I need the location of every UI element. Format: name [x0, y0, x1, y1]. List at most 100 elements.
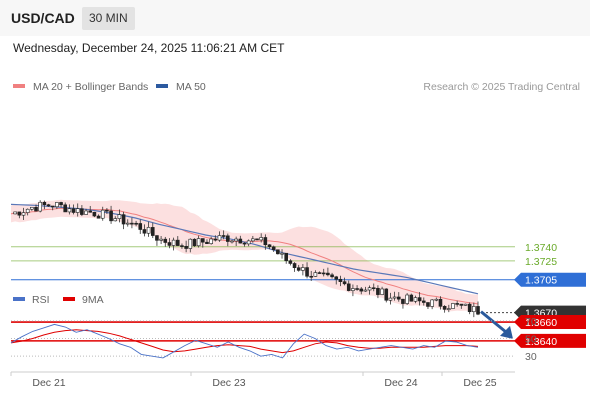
candle-body [121, 214, 126, 225]
candle-27 [121, 211, 126, 230]
candle-81 [346, 280, 351, 292]
candle-body [434, 298, 439, 301]
candle-30 [134, 220, 138, 227]
candle-body [238, 238, 243, 244]
candle-73 [313, 270, 318, 277]
candle-99 [421, 297, 426, 306]
candle-body [246, 240, 251, 245]
candle-body [346, 283, 351, 291]
candle-76 [326, 267, 330, 277]
candle-104 [442, 305, 447, 313]
candle-49 [213, 235, 218, 242]
candle-42 [184, 240, 188, 253]
candle-56 [242, 242, 247, 247]
candle-66 [284, 252, 288, 264]
candle-62 [267, 244, 272, 250]
rsi-legend-label-0: RSI [32, 294, 50, 306]
candle-body [221, 235, 226, 237]
candle-body [472, 306, 476, 313]
candle-body [209, 238, 213, 244]
candle-68 [292, 262, 297, 272]
candle-body [292, 263, 297, 268]
forecast-arrow-shaft [480, 310, 508, 335]
candle-84 [359, 287, 364, 295]
bollinger-band-area [11, 199, 478, 314]
candle-body [113, 218, 118, 222]
candle-77 [330, 272, 334, 279]
candle-108 [459, 303, 464, 309]
candle-63 [271, 245, 276, 252]
price-levels [11, 246, 515, 342]
rsi-legend-swatch-0 [13, 297, 25, 301]
candle-body [396, 296, 401, 300]
candle-body [84, 210, 88, 215]
candle-16 [75, 203, 80, 217]
candle-body [334, 276, 339, 280]
candle-body [363, 289, 368, 292]
candle-body [63, 204, 68, 213]
candle-86 [367, 285, 372, 295]
candle-body [276, 249, 280, 255]
candle-7 [38, 200, 42, 213]
candle-body [117, 214, 122, 219]
candle-body [55, 202, 59, 208]
candle-body [80, 208, 84, 215]
x-tick-label-0: Dec 21 [32, 377, 65, 389]
rsi-panel: 70 50 30 [10, 316, 537, 363]
candle-112 [476, 301, 480, 316]
candle-83 [355, 285, 359, 291]
candle-1 [13, 211, 17, 215]
forecast-arrow [480, 310, 513, 339]
candle-4 [25, 208, 30, 216]
candle-43 [188, 238, 193, 253]
candle-body [330, 274, 334, 278]
candle-82 [351, 284, 355, 297]
candle-57 [246, 239, 251, 247]
candle-body [255, 238, 259, 241]
candle-2 [17, 211, 22, 219]
candle-body [305, 267, 309, 277]
candle-body [13, 211, 17, 215]
x-tick-label-1: Dec 23 [212, 377, 245, 389]
candle-body [451, 303, 455, 309]
level-label-2: 1.3705 [525, 275, 557, 287]
candle-body [359, 288, 364, 292]
rsi-line [10, 323, 479, 359]
candle-47 [205, 239, 209, 244]
candle-70 [301, 263, 305, 276]
candle-body [280, 252, 284, 255]
candle-53 [230, 239, 234, 244]
candle-21 [96, 214, 101, 219]
candle-body [438, 298, 443, 307]
candle-body [367, 287, 372, 291]
candle-body [284, 252, 288, 262]
forecast-arrow-head [500, 325, 513, 339]
candle-23 [105, 208, 109, 214]
candle-91 [388, 292, 393, 305]
candle-103 [438, 296, 443, 310]
ma50-line [10, 203, 479, 295]
candle-body [259, 237, 263, 241]
candle-body [17, 211, 22, 216]
candle-11 [55, 201, 59, 210]
candle-15 [71, 204, 76, 215]
legend-label-0: MA 20 + Bollinger Bands [33, 81, 148, 93]
candle-18 [84, 208, 88, 215]
candle-59 [255, 238, 259, 241]
candle-8 [42, 200, 47, 210]
chart-header: USD/CAD 30 MIN [0, 0, 590, 36]
candle-37 [163, 236, 168, 247]
candle-body [196, 238, 201, 247]
candle-body [134, 222, 138, 225]
candle-body [38, 201, 42, 212]
candle-body [430, 299, 434, 307]
ma20-line [10, 207, 479, 305]
candle-body [405, 294, 409, 304]
candle-body [146, 227, 151, 234]
timeframe-button[interactable]: 30 MIN [82, 7, 135, 30]
candle-body [267, 244, 272, 248]
candle-95 [405, 293, 409, 305]
candle-body [401, 298, 405, 304]
